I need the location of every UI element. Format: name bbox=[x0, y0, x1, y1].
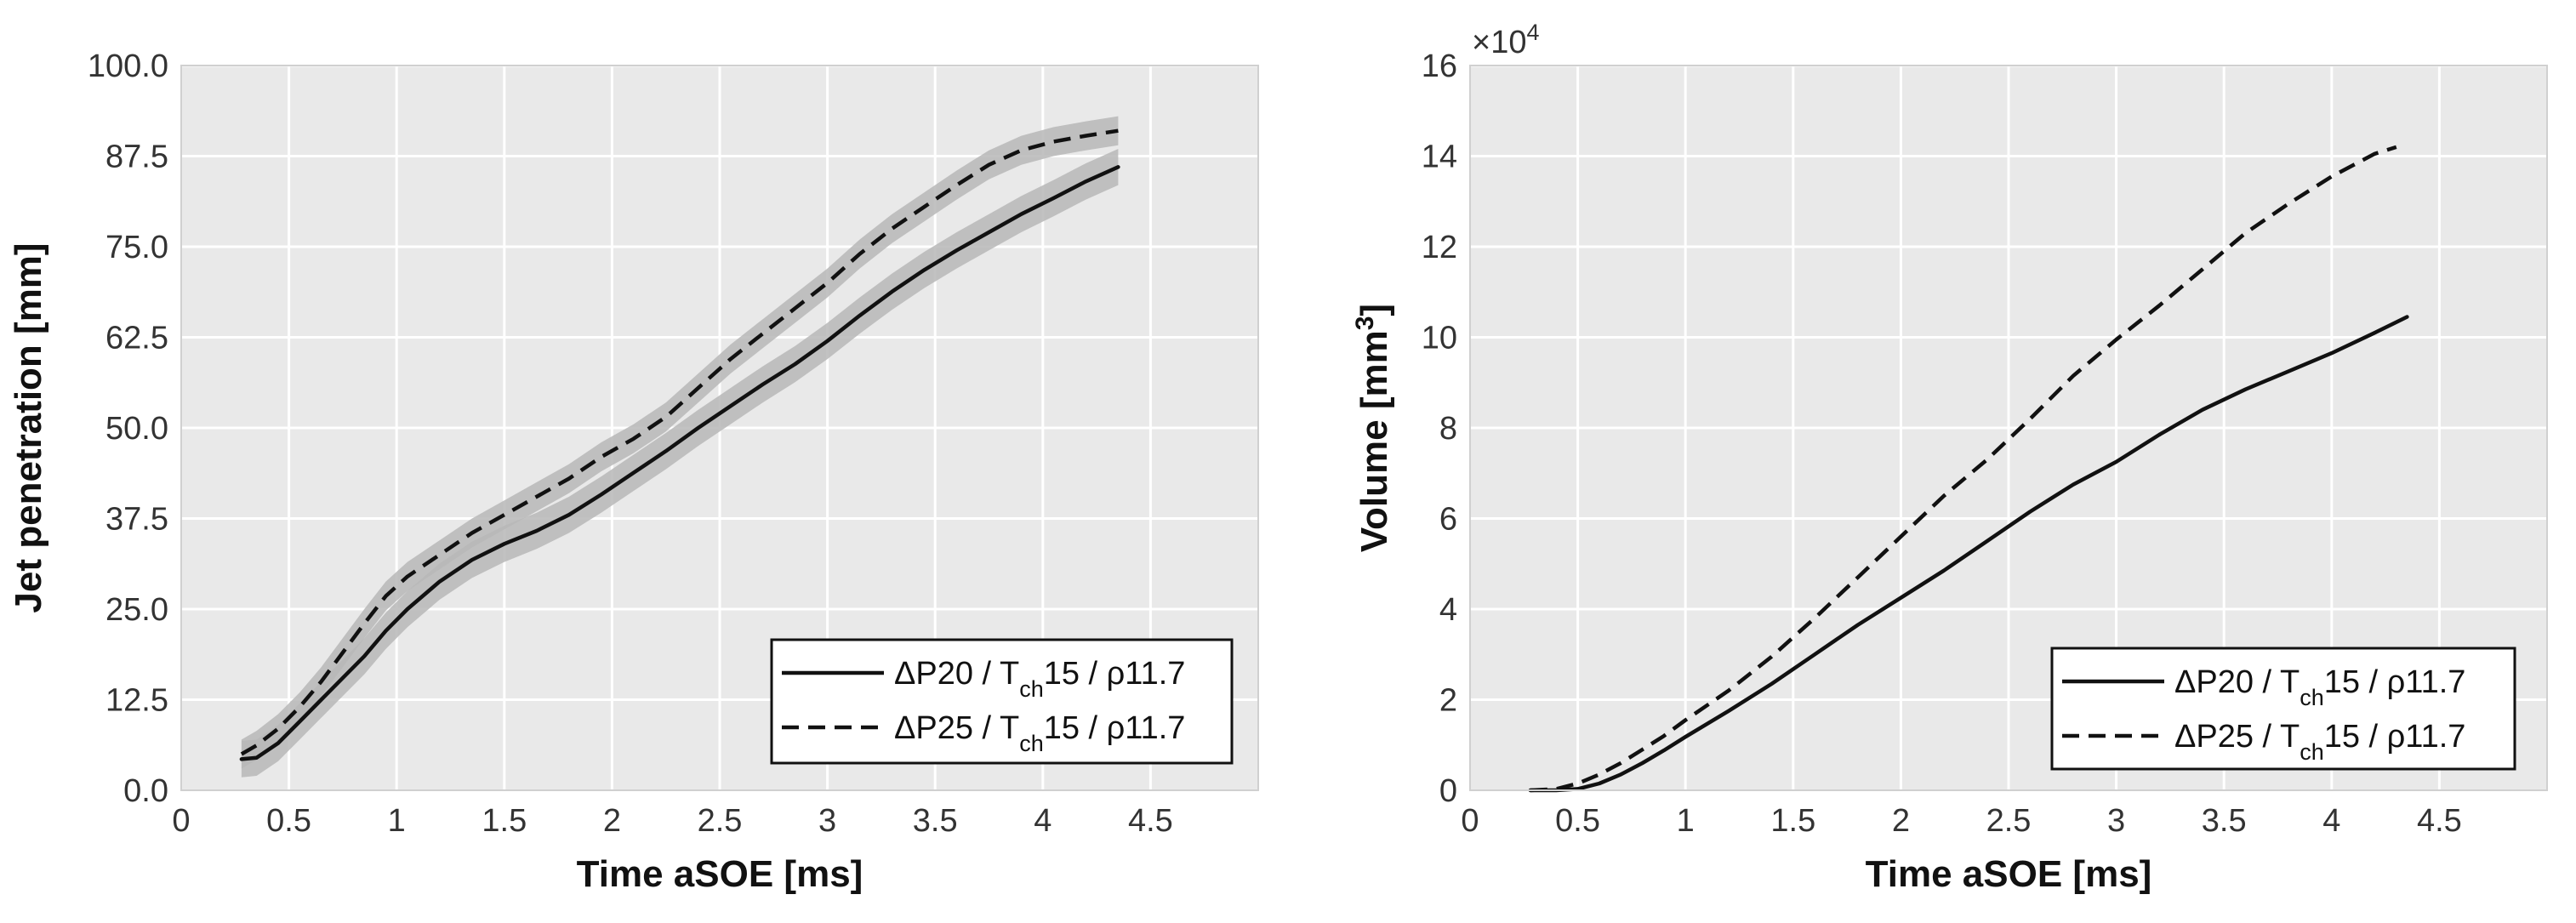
y-tick-label: 62.5 bbox=[105, 321, 168, 356]
series-2-line bbox=[1530, 145, 2397, 793]
x-tick-label: 2 bbox=[603, 803, 621, 839]
y-axis-label-sup: 3 bbox=[1351, 316, 1379, 331]
y-tick-label: 100.0 bbox=[88, 48, 168, 84]
legend-label-sub: ch bbox=[2300, 739, 2324, 765]
y-tick-label: 75.0 bbox=[105, 230, 168, 265]
x-tick-label: 3 bbox=[818, 803, 836, 839]
y-tick-label: 37.5 bbox=[105, 502, 168, 538]
legend-label-sub: ch bbox=[1019, 731, 1044, 756]
legend-label-post: 15 / ρ11.7 bbox=[2324, 664, 2466, 700]
legend-label-pre: ΔP20 / T bbox=[2174, 664, 2300, 700]
x-tick-label: 2 bbox=[1892, 803, 1910, 839]
series-1-line bbox=[1528, 315, 2409, 793]
y-tick-label: 14 bbox=[1422, 140, 1457, 175]
legend-box bbox=[770, 638, 1234, 765]
y-tick-label: 16 bbox=[1422, 48, 1457, 84]
y-tick-label: 6 bbox=[1439, 502, 1457, 538]
series-1-line bbox=[239, 165, 1120, 761]
y-axis-label-text: Volume [mm bbox=[1354, 330, 1395, 552]
y-tick-label: 12.5 bbox=[105, 683, 168, 719]
y-tick-label: 0.0 bbox=[123, 773, 168, 809]
x-axis-label: Time aSOE [ms] bbox=[1866, 853, 2152, 895]
x-axis-label: Time aSOE [ms] bbox=[577, 853, 863, 895]
x-tick-label: 2.5 bbox=[1986, 803, 2032, 839]
x-tick-label: 1 bbox=[1677, 803, 1695, 839]
x-tick-label: 1.5 bbox=[1770, 803, 1815, 839]
legend-label-2: ΔP25 / Tch15 / ρ11.7 bbox=[2174, 719, 2465, 765]
legend-label-sub: ch bbox=[1019, 676, 1044, 702]
x-tick-label: 3.5 bbox=[2202, 803, 2247, 839]
y-tick-label: 8 bbox=[1439, 411, 1457, 447]
legend-label-pre: ΔP25 / T bbox=[894, 710, 1019, 746]
y-axis-label-end: ] bbox=[1354, 304, 1395, 316]
legend-label-1: ΔP20 / Tch15 / ρ11.7 bbox=[2174, 664, 2465, 710]
legend-label-1: ΔP20 / Tch15 / ρ11.7 bbox=[894, 656, 1185, 702]
x-tick-label: 4 bbox=[1034, 803, 1051, 839]
y-axis-multiplier: ×104 bbox=[1472, 20, 1540, 60]
legend-label-pre: ΔP20 / T bbox=[894, 656, 1019, 692]
x-tick-label: 0 bbox=[172, 803, 190, 839]
y-tick-label: 50.0 bbox=[105, 411, 168, 447]
x-tick-label: 0 bbox=[1461, 803, 1479, 839]
plot-frame bbox=[1469, 65, 2548, 791]
x-tick-label: 2.5 bbox=[698, 803, 743, 839]
chart-2: 0 0.5 1 1.5 2 2.5 3 3.5 4 4.5 0 2 4 6 8 10 12 14 16 Time aS… bbox=[1351, 20, 2548, 895]
chart-1: 0 0.5 1 1.5 2 2.5 3 3.5 4 4.5 0.0 12.5 25.0 37.5 50.0 6… bbox=[8, 48, 1259, 895]
legend-label-post: 15 / ρ11.7 bbox=[1044, 710, 1186, 746]
y-tick-label: 10 bbox=[1422, 321, 1457, 356]
series-2-line bbox=[240, 128, 1119, 756]
series-1-band bbox=[241, 149, 1119, 778]
y-tick-label: 25.0 bbox=[105, 592, 168, 628]
x-tick-label: 4 bbox=[2322, 803, 2340, 839]
legend-box bbox=[2050, 647, 2516, 771]
y-axis-label: Jet penetration [mm] bbox=[8, 242, 49, 612]
legend-label-post: 15 / ρ11.7 bbox=[1044, 656, 1186, 692]
y-axis-label: Volume [mm3] bbox=[1351, 304, 1396, 552]
legend-label-sub: ch bbox=[2300, 685, 2324, 710]
x-tick-label: 0.5 bbox=[266, 803, 311, 839]
x-tick-label: 4.5 bbox=[1128, 803, 1173, 839]
x-tick-label: 1 bbox=[388, 803, 406, 839]
x-tick-label: 3 bbox=[2107, 803, 2125, 839]
y-tick-label: 2 bbox=[1439, 683, 1457, 719]
y-tick-label: 12 bbox=[1422, 230, 1457, 265]
plot-frame bbox=[180, 65, 1259, 791]
x-tick-label: 3.5 bbox=[913, 803, 958, 839]
y-tick-label: 87.5 bbox=[105, 140, 168, 175]
multiplier-exp: 4 bbox=[1526, 20, 1539, 45]
y-tick-label: 0 bbox=[1439, 773, 1457, 809]
x-tick-label: 0.5 bbox=[1555, 803, 1600, 839]
legend-label-post: 15 / ρ11.7 bbox=[2324, 719, 2466, 755]
legend-label-2: ΔP25 / Tch15 / ρ11.7 bbox=[894, 710, 1185, 756]
x-tick-label: 1.5 bbox=[482, 803, 527, 839]
multiplier-base: ×10 bbox=[1472, 25, 1526, 60]
legend-label-pre: ΔP25 / T bbox=[2174, 719, 2300, 755]
y-tick-label: 4 bbox=[1439, 592, 1457, 628]
x-tick-label: 4.5 bbox=[2417, 803, 2462, 839]
